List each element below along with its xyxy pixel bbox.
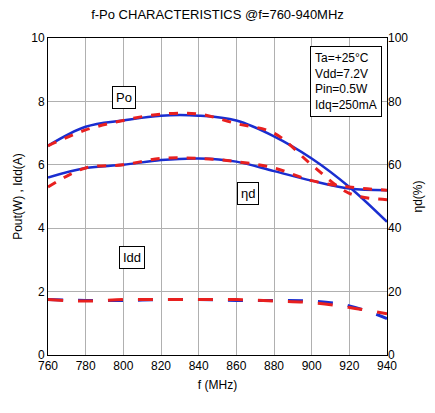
svg-text:760: 760 bbox=[38, 359, 58, 373]
svg-text:780: 780 bbox=[76, 359, 96, 373]
svg-text:0: 0 bbox=[38, 348, 45, 362]
svg-text:920: 920 bbox=[339, 359, 359, 373]
svg-text:940: 940 bbox=[377, 359, 397, 373]
svg-text:f-Po CHARACTERISTICS @f=760-94: f-Po CHARACTERISTICS @f=760-940MHz bbox=[91, 7, 344, 22]
svg-text:4: 4 bbox=[38, 221, 45, 235]
svg-text:Pout(W) , Idd(A): Pout(W) , Idd(A) bbox=[11, 153, 25, 240]
svg-text:800: 800 bbox=[113, 359, 133, 373]
svg-text:8: 8 bbox=[38, 95, 45, 109]
svg-text:900: 900 bbox=[302, 359, 322, 373]
svg-text:60: 60 bbox=[388, 158, 402, 172]
svg-text:860: 860 bbox=[226, 359, 246, 373]
svg-text:ηd(%): ηd(%) bbox=[411, 180, 425, 212]
svg-text:6: 6 bbox=[38, 158, 45, 172]
svg-text:40: 40 bbox=[388, 221, 402, 235]
svg-text:ηd: ηd bbox=[241, 186, 255, 201]
svg-text:820: 820 bbox=[151, 359, 171, 373]
svg-text:880: 880 bbox=[264, 359, 284, 373]
svg-text:2: 2 bbox=[38, 285, 45, 299]
svg-text:100: 100 bbox=[388, 31, 408, 45]
svg-text:80: 80 bbox=[388, 95, 402, 109]
svg-text:10: 10 bbox=[31, 31, 45, 45]
svg-text:f (MHz): f (MHz) bbox=[198, 378, 237, 392]
svg-text:0: 0 bbox=[388, 348, 395, 362]
svg-text:20: 20 bbox=[388, 285, 402, 299]
svg-text:840: 840 bbox=[189, 359, 209, 373]
svg-text:Po: Po bbox=[116, 90, 132, 105]
svg-text:Idd: Idd bbox=[123, 250, 141, 265]
svg-text:Ta=+25°CVdd=7.2VPin=0.5WIdq=25: Ta=+25°CVdd=7.2VPin=0.5WIdq=250mA bbox=[315, 51, 377, 112]
